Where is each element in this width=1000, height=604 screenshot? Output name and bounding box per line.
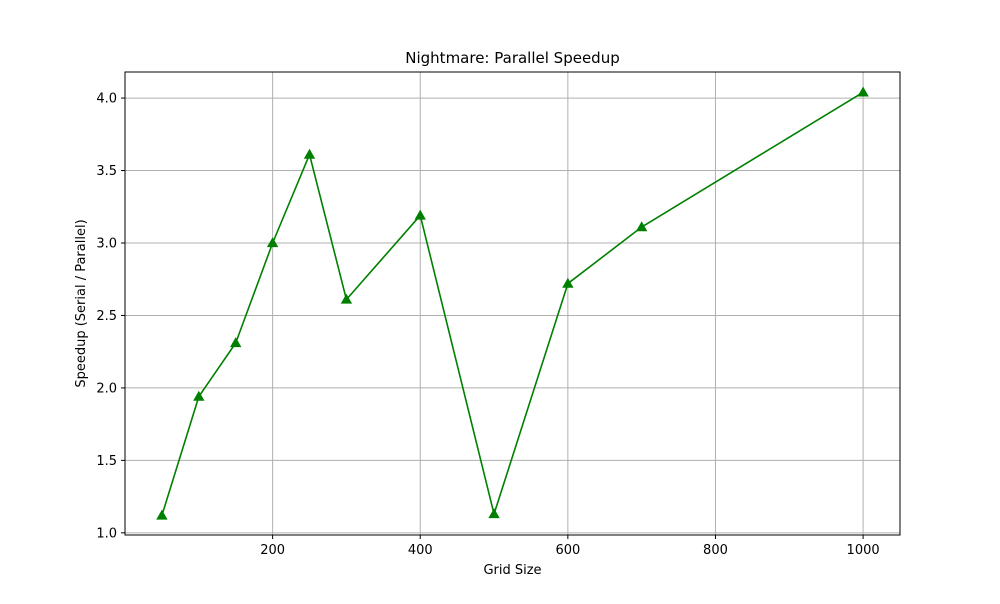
series-line xyxy=(161,91,864,516)
x-axis-label: Grid Size xyxy=(483,563,541,578)
data-point-marker xyxy=(230,337,242,348)
x-tick-label: 200 xyxy=(260,543,285,558)
data-point-marker xyxy=(414,209,426,220)
data-point-marker xyxy=(857,86,869,97)
grid-layer xyxy=(125,72,900,535)
data-point-marker xyxy=(193,390,205,401)
data-point-marker xyxy=(266,237,279,248)
x-tick-label: 400 xyxy=(408,543,433,558)
data-point-marker xyxy=(488,508,500,519)
ticks-layer: 200 400 600 800 1000 1.0 1.5 2.0 2.5 3.0 3.5 4.0 xyxy=(96,92,879,558)
data-point-marker xyxy=(303,148,316,159)
data-point-marker xyxy=(635,221,648,232)
y-tick-label: 2.5 xyxy=(96,309,117,324)
data-point-marker xyxy=(562,277,574,288)
chart-title: Nightmare: Parallel Speedup xyxy=(405,49,619,67)
y-axis-label: Speedup (Serial / Parallel) xyxy=(74,219,89,387)
x-tick-label: 600 xyxy=(555,543,580,558)
y-tick-label: 1.0 xyxy=(96,526,117,541)
data-point-marker xyxy=(340,293,353,304)
x-tick-label: 800 xyxy=(703,543,728,558)
y-tick-label: 2.0 xyxy=(96,381,117,396)
x-tick-label: 1000 xyxy=(847,543,880,558)
y-tick-label: 3.5 xyxy=(96,164,117,179)
y-tick-label: 1.5 xyxy=(96,454,117,469)
axes-frame xyxy=(124,71,901,536)
y-tick-label: 3.0 xyxy=(96,236,117,251)
y-tick-label: 4.0 xyxy=(96,92,117,107)
data-point-marker xyxy=(156,509,168,520)
series-layer xyxy=(156,86,869,520)
